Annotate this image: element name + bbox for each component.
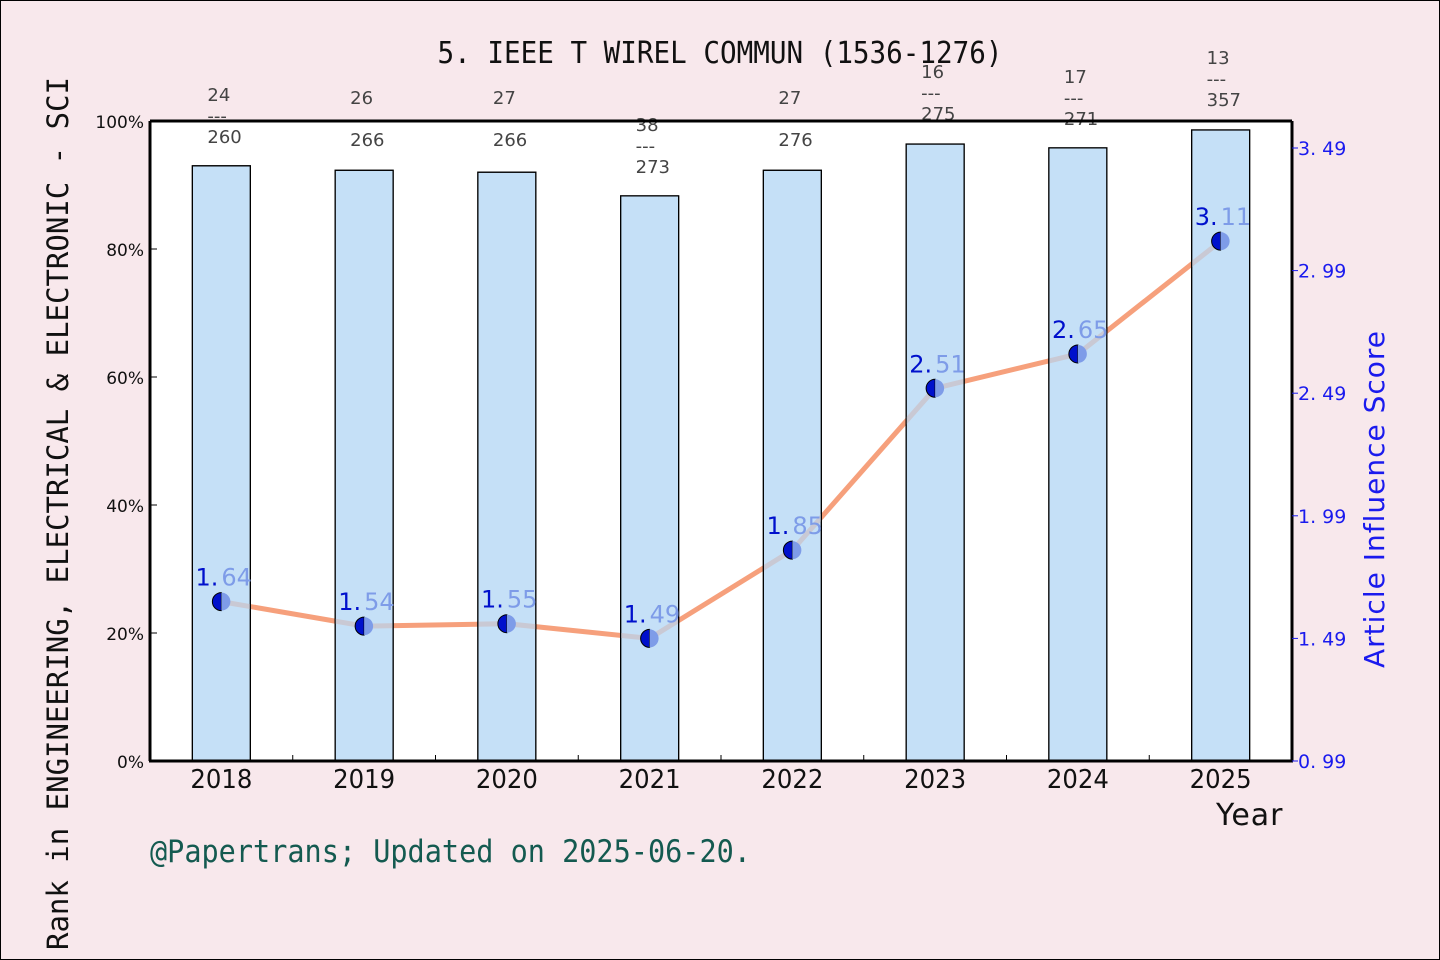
rank-bar — [762, 169, 822, 762]
ais-marker — [497, 614, 508, 634]
right-tick-label: 3. 49 — [1298, 138, 1346, 160]
ais-value-label: 1. — [766, 512, 789, 540]
ais-marker — [1068, 344, 1079, 364]
x-axis-label: Year — [1216, 798, 1284, 833]
rank-label: 27 — [493, 88, 516, 109]
ais-marker — [364, 617, 374, 636]
ais-value-label: 2. — [909, 350, 932, 378]
ais-value-label: 54 — [364, 588, 395, 616]
x-tick-label: 2024 — [1047, 765, 1109, 795]
ais-value-label: 1. — [195, 564, 218, 592]
ais-value-label: 55 — [507, 586, 538, 614]
ais-marker — [1077, 344, 1087, 363]
total-label: 276 — [778, 130, 812, 151]
right-axis-label: Article Influence Score — [1358, 329, 1391, 668]
ais-value-label: 3. — [1195, 203, 1218, 231]
right-tick-label: 1. 99 — [1298, 506, 1346, 528]
chart-title: 5. IEEE T WIREL COMMUN (1536-1276) — [437, 36, 1003, 71]
ais-value-label: 51 — [935, 350, 966, 378]
rank-bar — [905, 143, 965, 762]
x-tick-label: 2019 — [333, 765, 395, 795]
x-tick-label: 2025 — [1190, 765, 1252, 795]
rank-bar — [334, 169, 394, 762]
rank-bar — [1048, 147, 1108, 762]
rank-label: 13 — [1207, 48, 1230, 69]
x-tick-label: 2023 — [904, 765, 966, 795]
left-axis-label: Rank in ENGINEERING, ELECTRICAL & ELECTR… — [41, 77, 75, 950]
ais-marker — [792, 541, 802, 560]
ais-value-label: 2. — [1052, 316, 1075, 344]
ais-value-label: 1. — [338, 588, 361, 616]
ais-value-label: 64 — [221, 564, 252, 592]
rank-divider: --- — [207, 106, 227, 127]
rank-divider: --- — [921, 83, 941, 104]
total-label: 266 — [493, 130, 527, 151]
rank-divider: --- — [1064, 88, 1084, 109]
total-label: 273 — [636, 157, 670, 178]
ais-marker — [211, 592, 222, 612]
ais-marker — [506, 614, 516, 633]
ais-value-label: 49 — [650, 600, 681, 628]
right-tick-label: 0. 99 — [1298, 751, 1346, 773]
left-tick-label: 0% — [117, 753, 144, 773]
credit-text: @Papertrans; Updated on 2025-06-20. — [150, 834, 751, 870]
ais-marker — [1211, 231, 1222, 251]
rank-divider: --- — [636, 136, 656, 157]
ais-value-label: 65 — [1078, 316, 1109, 344]
ais-value-label: 11 — [1221, 203, 1252, 231]
total-label: 357 — [1207, 90, 1241, 111]
total-label: 260 — [207, 127, 241, 148]
right-tick-label: 2. 99 — [1298, 261, 1346, 283]
x-tick-label: 2018 — [190, 765, 252, 795]
rank-divider: --- — [1207, 69, 1227, 90]
x-tick-label: 2020 — [476, 765, 538, 795]
left-tick-label: 60% — [106, 369, 144, 389]
rank-label: 16 — [921, 62, 944, 83]
ais-value-label: 1. — [481, 586, 504, 614]
ais-value-label: 1. — [624, 600, 647, 628]
ais-marker — [935, 379, 945, 398]
ais-marker — [1220, 232, 1230, 251]
left-tick-label: 20% — [106, 625, 144, 645]
total-label: 266 — [350, 130, 384, 151]
rank-bar — [191, 165, 251, 762]
x-tick-label: 2022 — [761, 765, 823, 795]
rank-bar — [477, 171, 537, 762]
ais-marker — [649, 629, 659, 648]
ais-marker — [925, 378, 936, 398]
rank-label: 26 — [350, 88, 373, 109]
ais-value-label: 85 — [792, 512, 823, 540]
ais-marker — [354, 616, 365, 636]
ais-marker — [221, 592, 231, 611]
right-tick-label: 1. 49 — [1298, 628, 1346, 650]
ais-marker — [640, 628, 651, 648]
left-tick-label: 40% — [106, 497, 144, 517]
x-tick-label: 2021 — [619, 765, 681, 795]
rank-label: 27 — [778, 88, 801, 109]
right-tick-label: 2. 49 — [1298, 383, 1346, 405]
rank-label: 17 — [1064, 67, 1087, 88]
rank-label: 24 — [207, 85, 230, 106]
rank-label: 38 — [636, 115, 659, 136]
left-tick-label: 80% — [106, 241, 144, 261]
rank-bar — [620, 195, 680, 762]
ais-marker — [782, 540, 793, 560]
plot-area — [150, 121, 1292, 761]
left-tick-label: 100% — [95, 113, 144, 133]
